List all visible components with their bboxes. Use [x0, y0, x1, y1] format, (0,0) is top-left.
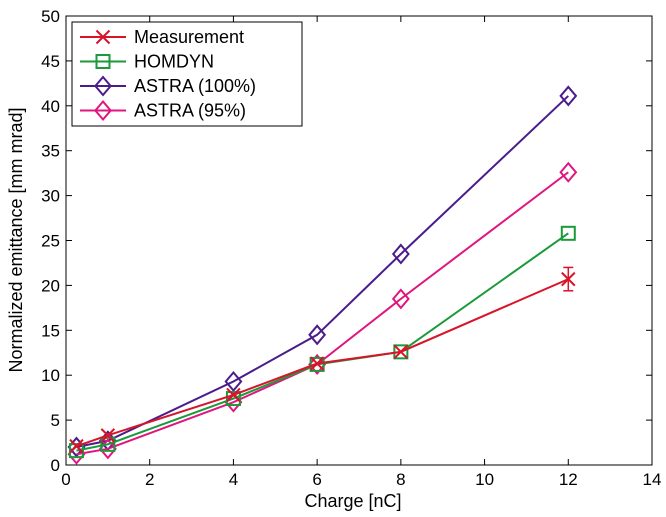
x-tick-label: 12 [559, 470, 578, 489]
data-point-homdyn [100, 436, 116, 452]
series-line-astra-100 [76, 95, 569, 449]
y-tick-label: 35 [41, 142, 60, 161]
data-point-astra-95 [308, 353, 327, 375]
legend-entry-astra-95: ASTRA (95%) [80, 99, 246, 122]
x-axis-title: Charge [nC] [304, 491, 401, 511]
legend-entry-astra-100: ASTRA (100%) [80, 75, 256, 97]
y-tick-label: 50 [41, 7, 60, 26]
legend-entry-measurement: Measurement [80, 27, 244, 47]
legend-marker [95, 54, 111, 69]
legend-marker [95, 29, 111, 45]
x-tick-label: 4 [229, 470, 238, 489]
y-tick-label: 30 [41, 187, 60, 206]
series-line-homdyn [76, 232, 569, 452]
x-tick-label: 8 [396, 470, 405, 489]
data-point-measurement [309, 356, 325, 371]
data-point-measurement [561, 271, 576, 287]
legend-label: ASTRA (100%) [134, 76, 256, 96]
data-point-homdyn [68, 443, 84, 459]
x-tick-label: 10 [475, 470, 494, 489]
y-tick-label: 0 [51, 456, 60, 475]
data-point-measurement [69, 438, 84, 454]
legend: Measurement HOMDYN ASTRA (100%) ASTRA (95%) [71, 21, 303, 127]
data-point-astra-100 [224, 370, 243, 393]
legend-label: HOMDYN [134, 52, 214, 72]
data-point-measurement [100, 428, 116, 443]
series-line-measurement [76, 278, 569, 448]
y-tick-label: 45 [41, 52, 60, 71]
data-point-homdyn [309, 356, 325, 372]
y-tick-label: 10 [41, 366, 60, 385]
data-point-astra-95 [559, 161, 578, 183]
y-axis-title: Normalized emittance [mm mrad] [6, 107, 26, 372]
legend-marker [94, 99, 112, 122]
y-tick-label: 25 [41, 232, 60, 251]
data-point-measurement [393, 344, 409, 360]
series-measurement [69, 266, 576, 454]
y-tick-label: 15 [41, 321, 60, 340]
data-point-homdyn [225, 391, 241, 407]
x-tick-label: 2 [145, 470, 154, 489]
legend-entry-homdyn: HOMDYN [80, 52, 214, 72]
x-tick-label: 0 [61, 470, 70, 489]
x-tick-label: 14 [643, 470, 662, 489]
plot-area [67, 85, 578, 465]
data-point-homdyn [560, 225, 576, 241]
y-tick-label: 5 [51, 411, 60, 430]
data-point-astra-100 [308, 324, 327, 346]
x-tick-label: 6 [312, 470, 321, 489]
legend-marker [94, 75, 112, 97]
series-astra-95 [67, 161, 578, 465]
data-point-astra-95 [391, 288, 410, 310]
legend-label: ASTRA (95%) [134, 101, 246, 121]
y-tick-label: 40 [41, 97, 60, 116]
axes: 0 2 4 6 8 10 12 14 0 5 10 15 20 25 30 35 40 45 50 [41, 7, 661, 489]
data-point-measurement [226, 387, 241, 403]
y-tick-label: 20 [41, 276, 60, 295]
data-point-astra-100 [559, 85, 578, 107]
legend-label: Measurement [134, 27, 244, 47]
series-line-astra-95 [76, 171, 569, 456]
data-point-astra-100 [391, 243, 410, 265]
series-astra-100 [67, 85, 578, 458]
